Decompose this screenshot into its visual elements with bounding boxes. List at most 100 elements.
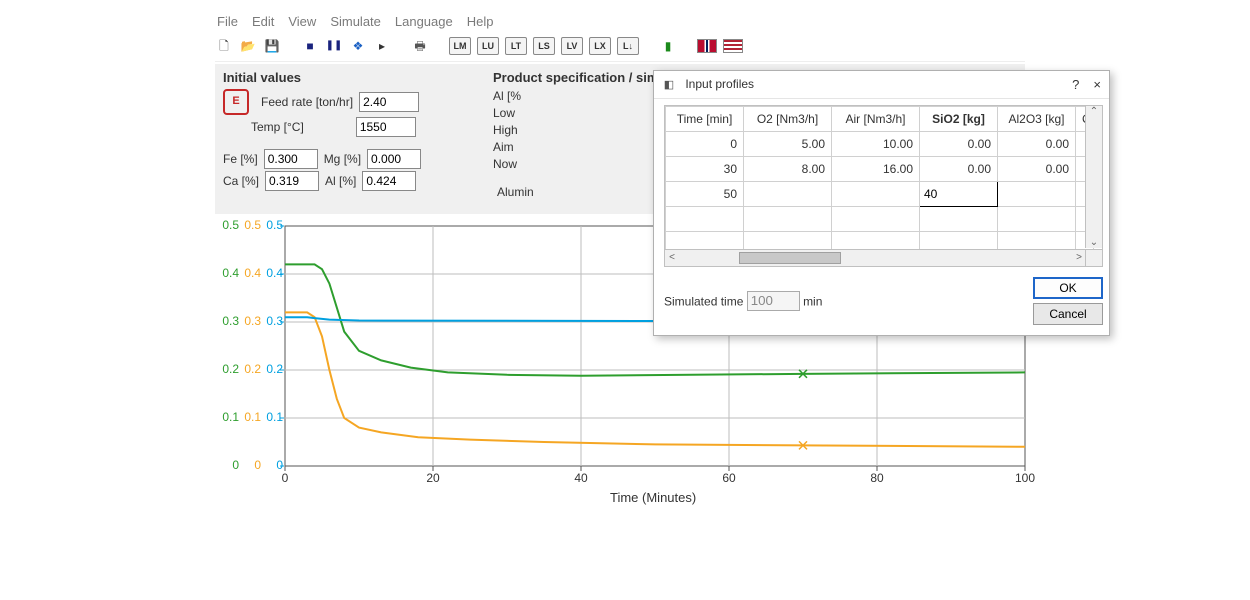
grid-cell[interactable]: 0.00 xyxy=(920,156,998,181)
ca-input[interactable] xyxy=(265,171,319,191)
grid-corner xyxy=(1085,249,1102,266)
menu-file[interactable]: File xyxy=(217,14,238,29)
menu-help[interactable]: Help xyxy=(467,14,494,29)
chart-lm-icon[interactable]: LM xyxy=(449,37,471,55)
y-tick-label: 0.1 xyxy=(263,411,283,423)
grid-cell[interactable] xyxy=(920,206,998,231)
initial-values-panel: Initial values Feed rate [ton/hr] Temp [… xyxy=(223,70,483,214)
simtime-label: Simulated time xyxy=(664,294,743,308)
play-icon[interactable]: ▸ xyxy=(373,37,391,55)
input-profiles-dialog: ◧ Input profiles ? × xyxy=(653,70,1110,336)
flag-us-icon[interactable] xyxy=(723,39,743,53)
grid-col-1[interactable]: O2 [Nm3/h] xyxy=(744,106,832,131)
dialog-help-icon[interactable]: ? xyxy=(1072,78,1079,91)
al-input[interactable] xyxy=(362,171,416,191)
sim-icon[interactable]: ❖ xyxy=(349,37,367,55)
grid-cell[interactable]: 0.00 xyxy=(998,131,1076,156)
chart-ld-icon[interactable]: L↓ xyxy=(617,37,639,55)
app-window: File Edit View Simulate Language Help 🗋 … xyxy=(215,10,1025,590)
x-tick-label: 40 xyxy=(566,472,596,484)
menu-language[interactable]: Language xyxy=(395,14,453,29)
menubar: File Edit View Simulate Language Help xyxy=(215,10,1025,35)
grid-hscrollbar[interactable]: < > xyxy=(665,249,1086,266)
dialog-title: Input profiles xyxy=(685,77,754,91)
chart-lu-icon[interactable]: LU xyxy=(477,37,499,55)
grid-col-3[interactable]: SiO2 [kg] xyxy=(920,106,998,131)
grid-cell[interactable]: 16.00 xyxy=(832,156,920,181)
grid-cell[interactable]: 0.00 xyxy=(920,131,998,156)
y-tick-label: 0.1 xyxy=(241,411,261,423)
grid-cell[interactable] xyxy=(744,181,832,206)
grid-cell[interactable]: 30 xyxy=(666,156,744,181)
fe-input[interactable] xyxy=(264,149,318,169)
grid-cell[interactable] xyxy=(666,206,744,231)
y-tick-label: 0 xyxy=(241,459,261,471)
mg-input[interactable] xyxy=(367,149,421,169)
grid-cell[interactable]: 50 xyxy=(666,181,744,206)
grid-cell[interactable]: 0 xyxy=(666,131,744,156)
chart-ls-icon[interactable]: LS xyxy=(533,37,555,55)
x-tick-label: 80 xyxy=(862,472,892,484)
ok-button[interactable]: OK xyxy=(1033,277,1103,299)
x-axis-label: Time (Minutes) xyxy=(610,490,696,505)
table-row[interactable]: 308.0016.000.000.00 xyxy=(666,156,1094,181)
y-tick-label: 0 xyxy=(219,459,239,471)
simtime-input[interactable] xyxy=(747,291,800,311)
dialog-app-icon: ◧ xyxy=(662,78,676,92)
dialog-close-icon[interactable]: × xyxy=(1093,78,1101,91)
y-tick-label: 0 xyxy=(263,459,283,471)
y-tick-label: 0.5 xyxy=(241,219,261,231)
grid-cell[interactable] xyxy=(920,181,998,206)
stop-icon[interactable]: ■ xyxy=(301,37,319,55)
y-tick-label: 0.2 xyxy=(263,363,283,375)
feed-rate-label: Feed rate [ton/hr] xyxy=(261,95,353,109)
save-icon[interactable]: 💾 xyxy=(263,37,281,55)
simulated-time-row: Simulated time min xyxy=(664,291,822,311)
chart-lx-icon[interactable]: LX xyxy=(589,37,611,55)
product-spec-panel: Product specification / simulation Al [%… xyxy=(493,70,917,214)
menu-edit[interactable]: Edit xyxy=(252,14,274,29)
x-tick-label: 0 xyxy=(270,472,300,484)
grid-cell[interactable]: 5.00 xyxy=(744,131,832,156)
pause-icon[interactable]: ❚❚ xyxy=(325,37,343,55)
run-icon[interactable]: ▮ xyxy=(659,37,677,55)
stage: File Edit View Simulate Language Help 🗋 … xyxy=(0,0,1250,600)
chart-lt-icon[interactable]: LT xyxy=(505,37,527,55)
cancel-button[interactable]: Cancel xyxy=(1033,303,1103,325)
menu-simulate[interactable]: Simulate xyxy=(330,14,381,29)
grid-cell[interactable]: 8.00 xyxy=(744,156,832,181)
profiles-grid[interactable]: Time [min]O2 [Nm3/h]Air [Nm3/h]SiO2 [kg]… xyxy=(664,105,1103,267)
table-row[interactable]: 50 xyxy=(666,181,1094,206)
x-tick-label: 60 xyxy=(714,472,744,484)
print-icon[interactable]: 🖶 xyxy=(411,37,429,55)
sio2-edit-input[interactable] xyxy=(920,182,997,206)
grid-vscrollbar[interactable]: ⌃⌄ xyxy=(1085,106,1102,248)
y-tick-label: 0.4 xyxy=(263,267,283,279)
dialog-titlebar[interactable]: ◧ Input profiles ? × xyxy=(654,71,1109,99)
feed-rate-input[interactable] xyxy=(359,92,419,112)
initial-values-title: Initial values xyxy=(223,70,483,85)
new-file-icon[interactable]: 🗋 xyxy=(215,37,233,55)
temp-label: Temp [°C] xyxy=(251,120,304,134)
menu-view[interactable]: View xyxy=(288,14,316,29)
chart-lv-icon[interactable]: LV xyxy=(561,37,583,55)
grid-cell[interactable] xyxy=(998,206,1076,231)
temp-input[interactable] xyxy=(356,117,416,137)
table-row[interactable]: 05.0010.000.000.00 xyxy=(666,131,1094,156)
grid-col-0[interactable]: Time [min] xyxy=(666,106,744,131)
alumin-label: Alumin xyxy=(497,185,534,213)
grid-cell[interactable] xyxy=(832,181,920,206)
grid-cell[interactable] xyxy=(832,206,920,231)
grid-col-2[interactable]: Air [Nm3/h] xyxy=(832,106,920,131)
y-tick-label: 0.2 xyxy=(219,363,239,375)
grid-cell[interactable] xyxy=(744,206,832,231)
flag-no-icon[interactable] xyxy=(697,39,717,53)
grid-cell[interactable]: 0.00 xyxy=(998,156,1076,181)
grid-col-4[interactable]: Al2O3 [kg] xyxy=(998,106,1076,131)
grid-cell[interactable] xyxy=(998,181,1076,206)
table-row[interactable] xyxy=(666,206,1094,231)
x-tick-label: 100 xyxy=(1010,472,1040,484)
open-file-icon[interactable]: 📂 xyxy=(239,37,257,55)
fe-label: Fe [%] xyxy=(223,152,258,166)
grid-cell[interactable]: 10.00 xyxy=(832,131,920,156)
